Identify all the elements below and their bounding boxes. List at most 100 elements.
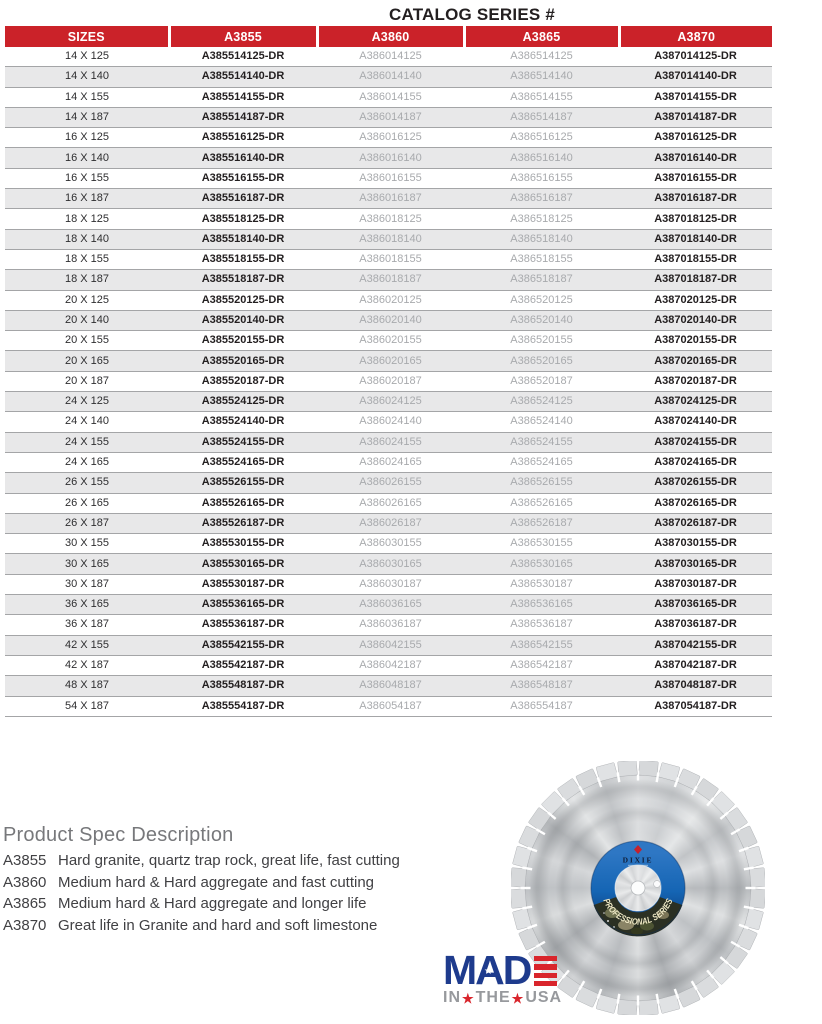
catalog-number-cell: A386014155 (317, 87, 464, 108)
catalog-table: SIZES A3855 A3860 A3865 A3870 14 X 125 A3… (5, 26, 772, 717)
catalog-number-cell: A385524165-DR (169, 452, 317, 474)
size-cell: 30 X 155 (5, 533, 169, 555)
catalog-number-cell: A387036187-DR (619, 614, 772, 636)
size-cell: 14 X 155 (5, 87, 169, 108)
catalog-number-cell: A385520187-DR (169, 371, 317, 393)
product-spec-section: Product Spec Description A3855 Hard grani… (3, 824, 423, 936)
size-cell: 14 X 125 (5, 47, 169, 68)
size-cell: 24 X 140 (5, 411, 169, 433)
catalog-number-cell: A385514125-DR (169, 47, 317, 68)
catalog-number-cell: A386524125 (464, 391, 619, 413)
catalog-number-cell: A387026165-DR (619, 493, 772, 514)
table-row: 14 X 140 A385514140-DR A386014140 A38651414… (5, 66, 772, 88)
catalog-number-cell: A386536187 (464, 614, 619, 636)
made-word: MAD ★ (443, 950, 562, 991)
pin-hole (653, 880, 661, 888)
catalog-number-cell: A387020165-DR (619, 350, 772, 372)
catalog-number-cell: A386018140 (317, 229, 464, 250)
white-star-icon: ★ (484, 966, 493, 977)
table-row: 24 X 140 A385524140-DR A386024140 A38652414… (5, 411, 772, 433)
catalog-number-cell: A386016155 (317, 168, 464, 190)
catalog-number-cell: A385542155-DR (169, 635, 317, 656)
catalog-table-body: 14 X 125 A385514125-DR A386014125 A38651412… (5, 47, 772, 717)
table-row: 26 X 165 A385526165-DR A386026165 A38652616… (5, 493, 772, 514)
catalog-number-cell: A386518125 (464, 208, 619, 230)
size-cell: 24 X 155 (5, 432, 169, 453)
catalog-number-cell: A385520165-DR (169, 350, 317, 372)
saw-blade-image: DIXIE PROFESSIONAL SERIES (511, 761, 765, 1015)
catalog-number-cell: A386524165 (464, 452, 619, 474)
size-cell: 14 X 187 (5, 107, 169, 129)
catalog-number-cell: A386014140 (317, 66, 464, 88)
spec-description: Great life in Granite and hard and soft … (58, 916, 378, 934)
page-title: CATALOG SERIES # (389, 5, 555, 24)
table-row: 18 X 187 A385518187-DR A386018187 A38651818… (5, 269, 772, 291)
flag-stripes-e-icon (534, 956, 558, 987)
catalog-number-cell: A386516187 (464, 188, 619, 210)
catalog-number-cell: A386020140 (317, 310, 464, 332)
catalog-number-cell: A386530187 (464, 574, 619, 596)
made-in-usa-logo: MAD ★ IN ★ THE ★ USA (443, 950, 562, 1006)
column-header-a3870: A3870 (617, 26, 772, 47)
catalog-number-cell: A387024125-DR (619, 391, 772, 413)
spec-heading: Product Spec Description (3, 824, 234, 846)
table-row: 30 X 165 A385530165-DR A386030165 A38653016… (5, 553, 772, 575)
catalog-number-cell: A387014125-DR (619, 47, 772, 68)
catalog-number-cell: A386518155 (464, 249, 619, 271)
size-cell: 48 X 187 (5, 675, 169, 697)
size-cell: 20 X 125 (5, 290, 169, 311)
catalog-number-cell: A385526187-DR (169, 513, 317, 535)
table-row: 30 X 187 A385530187-DR A386030187 A38653018… (5, 574, 772, 596)
table-row: 26 X 187 A385526187-DR A386026187 A38652618… (5, 513, 772, 535)
catalog-number-cell: A385526165-DR (169, 493, 317, 514)
catalog-number-cell: A387014155-DR (619, 87, 772, 108)
catalog-number-cell: A385520125-DR (169, 290, 317, 311)
table-header-row: SIZES A3855 A3860 A3865 A3870 (5, 26, 772, 47)
catalog-number-cell: A387024140-DR (619, 411, 772, 433)
size-cell: 16 X 140 (5, 147, 169, 169)
catalog-number-cell: A387020140-DR (619, 310, 772, 332)
catalog-number-cell: A386016140 (317, 147, 464, 169)
size-cell: 24 X 165 (5, 452, 169, 474)
catalog-number-cell: A387024165-DR (619, 452, 772, 474)
catalog-number-cell: A387016140-DR (619, 147, 772, 169)
size-cell: 30 X 165 (5, 553, 169, 575)
spec-code: A3865 (3, 895, 47, 912)
catalog-number-cell: A386548187 (464, 675, 619, 697)
size-cell: 26 X 155 (5, 472, 169, 494)
size-cell: 26 X 165 (5, 493, 169, 514)
catalog-number-cell: A386042155 (317, 635, 464, 656)
catalog-number-cell: A387016125-DR (619, 127, 772, 149)
catalog-number-cell: A386018125 (317, 208, 464, 230)
table-row: 54 X 187 A385554187-DR A386054187 A38655418… (5, 696, 772, 717)
catalog-number-cell: A387020125-DR (619, 290, 772, 311)
catalog-number-cell: A386026187 (317, 513, 464, 535)
size-cell: 18 X 155 (5, 249, 169, 271)
catalog-number-cell: A385516155-DR (169, 168, 317, 190)
spec-code: A3855 (3, 852, 47, 869)
size-cell: 26 X 187 (5, 513, 169, 535)
catalog-number-cell: A385518187-DR (169, 269, 317, 291)
catalog-number-cell: A386024125 (317, 391, 464, 413)
catalog-number-cell: A386020165 (317, 350, 464, 372)
catalog-number-cell: A387026155-DR (619, 472, 772, 494)
table-row: 42 X 187 A385542187-DR A386042187 A38654218… (5, 655, 772, 677)
column-header-a3855: A3855 (167, 26, 317, 47)
arbor-hole (630, 880, 646, 896)
catalog-number-cell: A386024140 (317, 411, 464, 433)
catalog-number-cell: A386014125 (317, 47, 464, 68)
catalog-number-cell: A386516140 (464, 147, 619, 169)
size-cell: 36 X 165 (5, 594, 169, 616)
size-cell: 20 X 187 (5, 371, 169, 393)
catalog-number-cell: A386542187 (464, 655, 619, 677)
catalog-number-cell: A386026165 (317, 493, 464, 514)
catalog-number-cell: A386520125 (464, 290, 619, 311)
spec-code: A3860 (3, 873, 47, 891)
word-the: THE (475, 989, 511, 1006)
table-row: 14 X 125 A385514125-DR A386014125 A38651412… (5, 47, 772, 68)
table-row: 20 X 187 A385520187-DR A386020187 A38652018… (5, 371, 772, 393)
table-row: 42 X 155 A385542155-DR A386042155 A38654215… (5, 635, 772, 656)
spec-item: A3865 Medium hard & Hard aggregate and lo… (3, 893, 423, 915)
catalog-number-cell: A387014187-DR (619, 107, 772, 129)
catalog-number-cell: A386520140 (464, 310, 619, 332)
